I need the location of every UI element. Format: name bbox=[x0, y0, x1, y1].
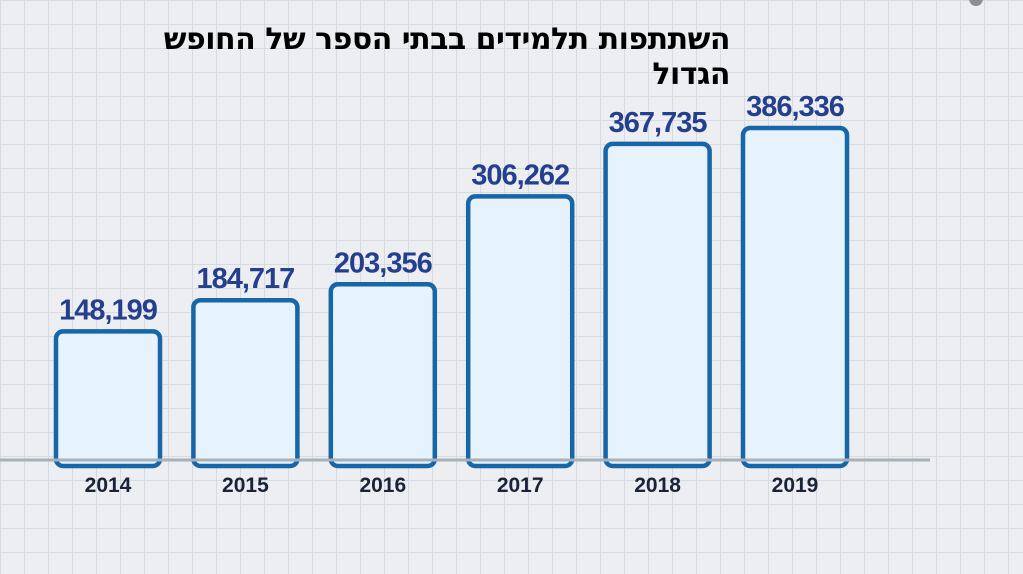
value-label-2014: 148,199 bbox=[59, 294, 158, 326]
category-label-2017: 2017 bbox=[497, 474, 544, 497]
category-label-2019: 2019 bbox=[772, 474, 819, 497]
value-label-2016: 203,356 bbox=[334, 247, 433, 279]
category-label-2015: 2015 bbox=[222, 474, 269, 497]
value-label-2019: 386,336 bbox=[746, 91, 845, 123]
category-labels-group: 2014 2015 2016 2017 2018 2019 bbox=[85, 474, 819, 497]
bars-group bbox=[53, 125, 850, 469]
value-label-2017: 306,262 bbox=[471, 159, 569, 191]
bar-2014 bbox=[53, 329, 163, 469]
value-label-2015: 184,717 bbox=[196, 263, 294, 295]
value-label-2018: 367,735 bbox=[609, 107, 708, 139]
corner-decoration bbox=[969, 0, 983, 6]
bar-2018 bbox=[603, 141, 712, 469]
bar-2015 bbox=[191, 297, 300, 469]
category-label-2014: 2014 bbox=[85, 474, 132, 497]
category-label-2016: 2016 bbox=[359, 474, 406, 497]
chart-title: השתתפות תלמידים בבתי הספר של החופש הגדול bbox=[163, 22, 731, 92]
bar-2017 bbox=[465, 194, 575, 469]
value-labels-group: 148,199 184,717 203,356 306,262 367,735 386,3… bbox=[59, 91, 846, 326]
category-label-2018: 2018 bbox=[634, 474, 681, 497]
bar-2016 bbox=[328, 282, 438, 469]
bar-2019 bbox=[740, 125, 850, 469]
